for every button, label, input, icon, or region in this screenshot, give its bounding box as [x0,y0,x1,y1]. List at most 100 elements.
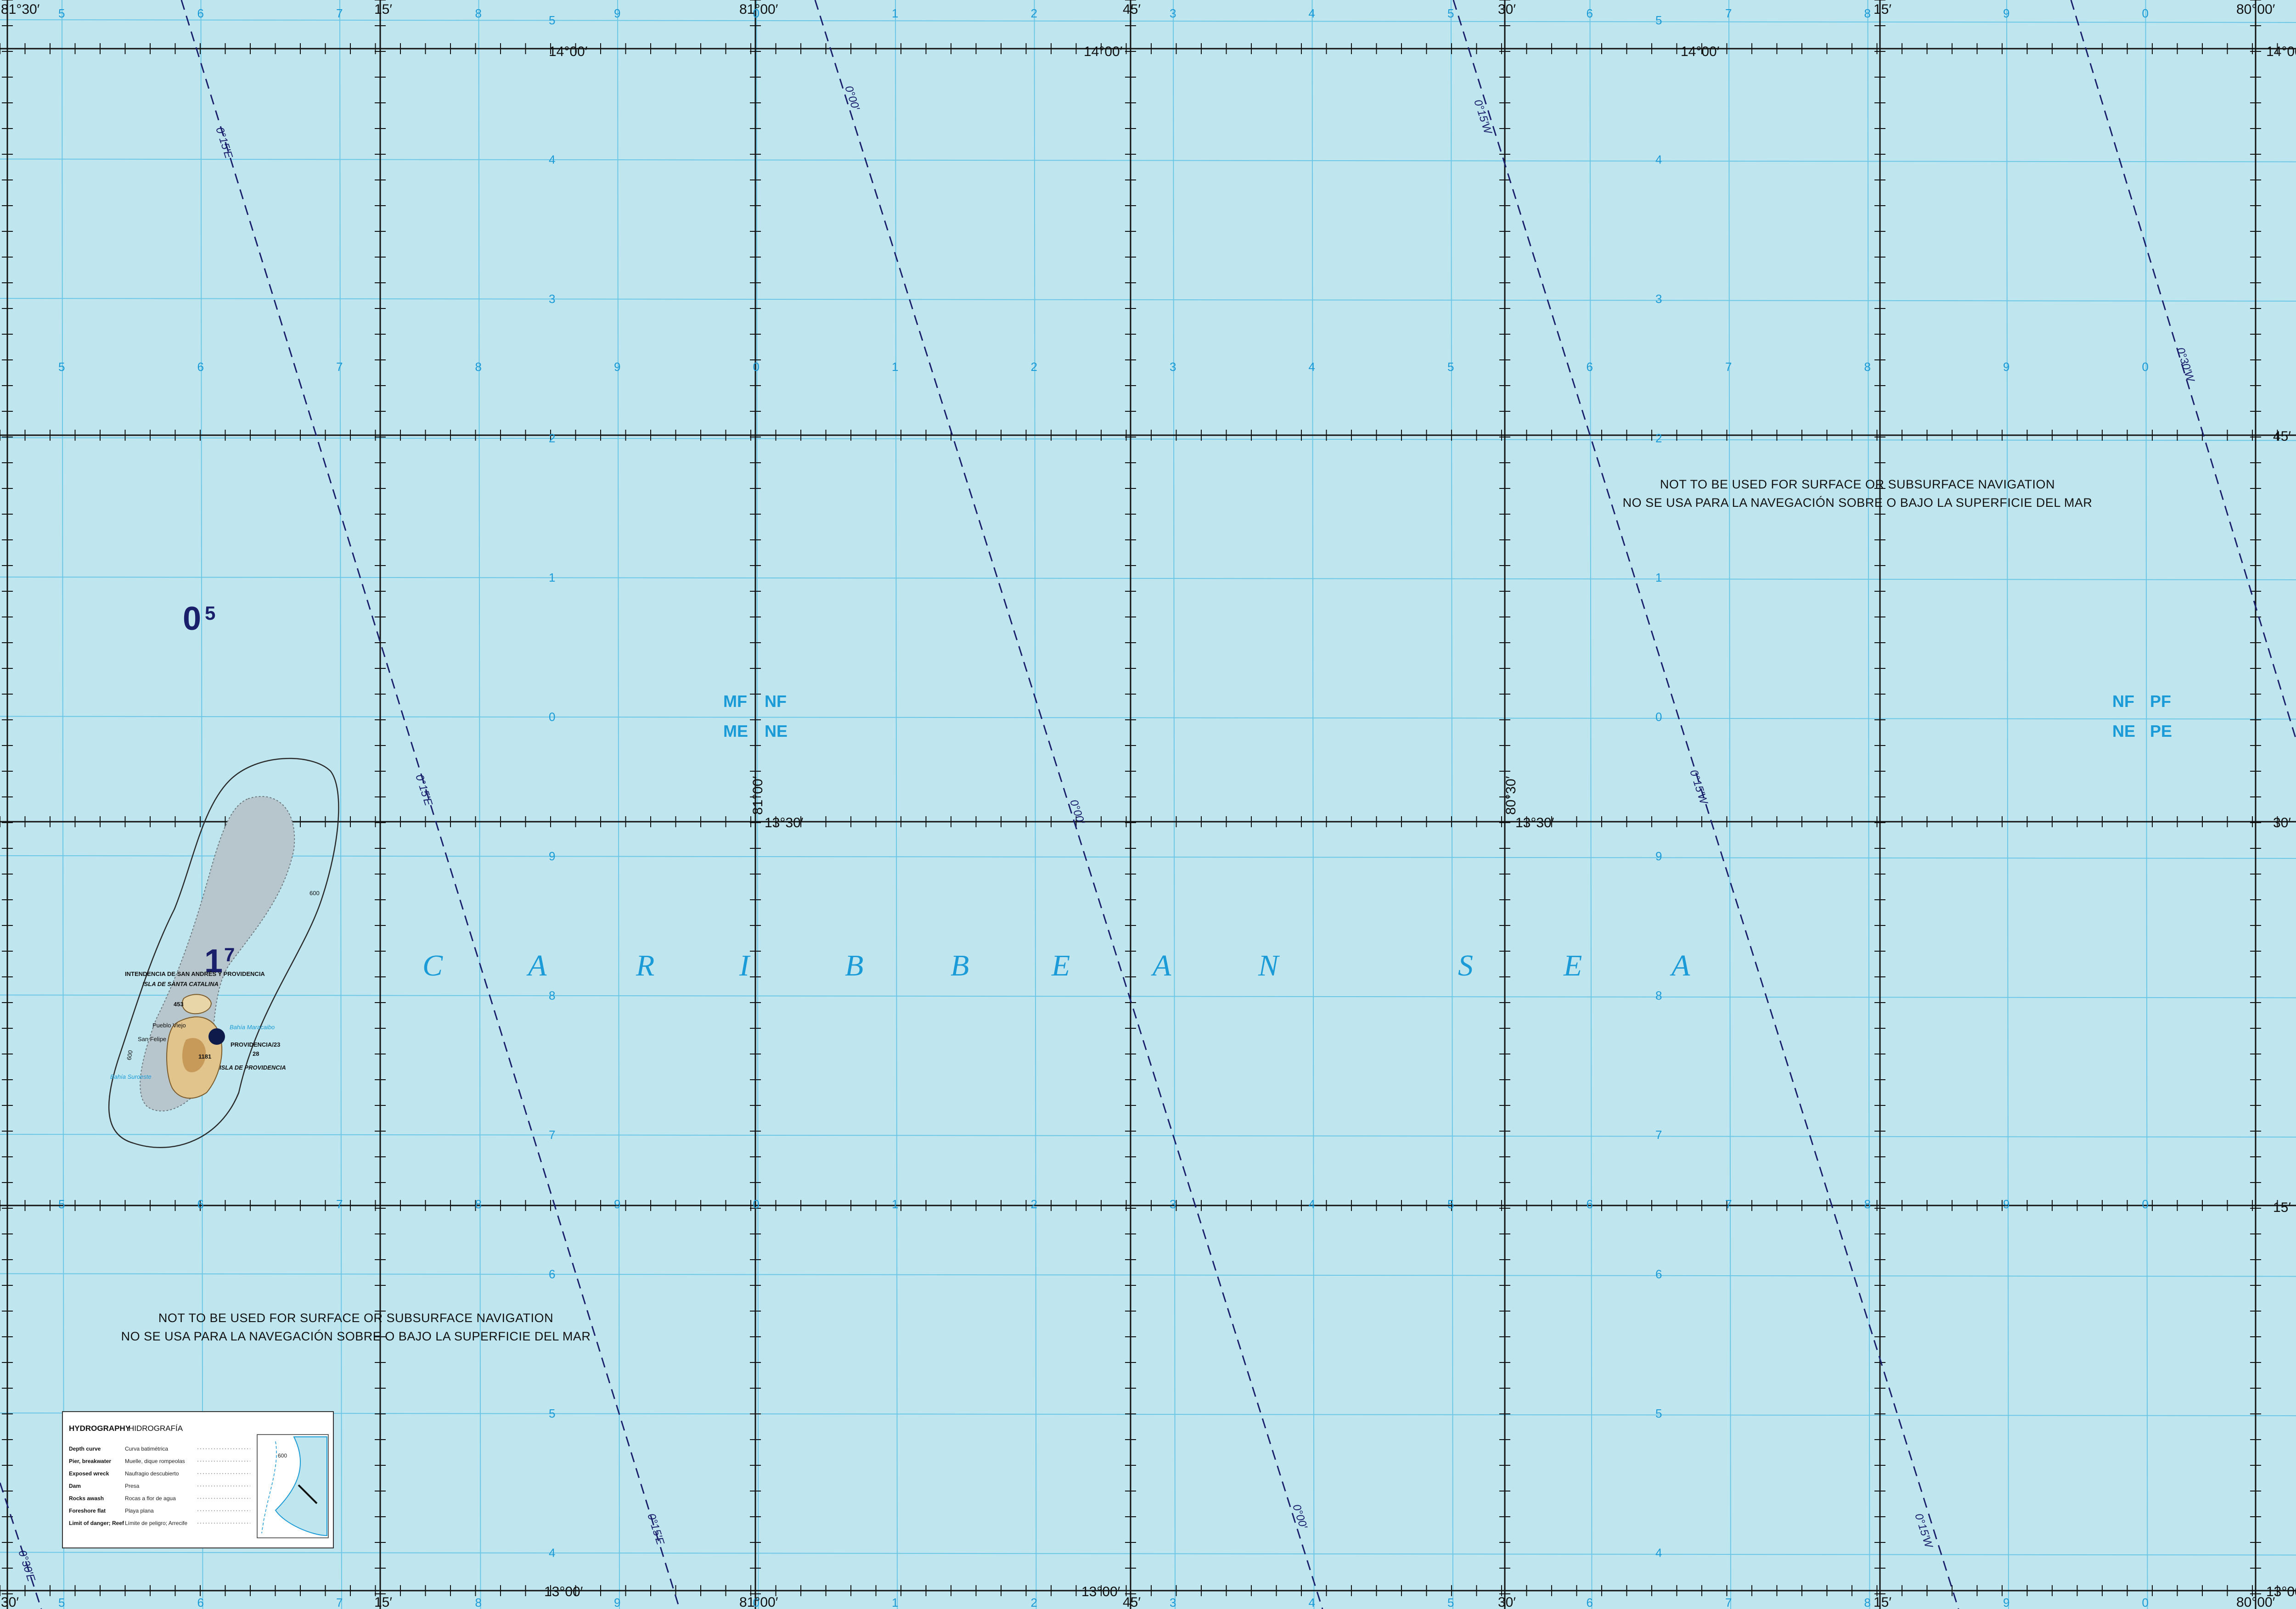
sea-letter: A [1151,949,1171,982]
utm-grid-vertical [1034,0,1037,1609]
utm-easting-label: 7 [1725,1596,1732,1609]
utm-easting-label: 7 [1725,6,1732,20]
utm-easting-label: 5 [1447,1197,1454,1211]
place-label: Pueblo Viejo [152,1022,186,1029]
depth-label: 600 [125,1050,134,1061]
legend-sample-coast [275,1436,327,1536]
utm-easting-label: 9 [614,360,620,374]
depth-contour-outer [108,757,339,1148]
utm-easting-label: 6 [197,1596,204,1609]
utm-northing-label: 7 [549,1128,555,1142]
lat-label: 30′ [2273,815,2291,830]
lon-label-vertical: 81°00′ [750,776,765,815]
lon-label-bottom: 15′ [374,1595,392,1609]
zone-id: NF [765,692,787,711]
sea-letter: S [1458,949,1473,982]
elevation-label: 28 [253,1050,259,1057]
warning-es: NO SE USA PARA LA NAVEGACIÓN SOBRE O BAJ… [121,1329,591,1343]
utm-easting-label: 6 [1587,1197,1593,1211]
lat-label: 15′ [2273,1200,2291,1215]
lon-label-top: 15′ [1874,2,1891,17]
utm-easting-label: 7 [336,1197,343,1211]
zone-number-upper: 0 5 [183,600,215,637]
utm-easting-label: 0 [753,6,760,20]
utm-northing-label: 6 [1655,1267,1662,1281]
utm-grid-horizontal [0,1552,2296,1556]
hydrography-legend: HYDROGRAPHY HIDROGRAFÍA Depth curve Curva… [62,1411,334,1548]
lat-label: 13°00′ [544,1584,583,1599]
bay-label: Bahía Maracaibo [230,1024,275,1031]
lon-label-top: 30′ [1498,2,1516,17]
legend-item-label-es: Límite de peligro; Arrecife [125,1520,187,1526]
utm-easting-label: 5 [58,1197,65,1211]
utm-easting-label: 8 [475,1197,482,1211]
utm-easting-label: 5 [1447,360,1454,374]
zone-id: PF [2150,692,2171,711]
island-zone-number-sup: 7 [224,944,235,965]
lat-label: 13°30′ [1515,815,1554,830]
latitude-labels: 14°00′ 14°00′ 14°00′ 13°30′ 13°30′ 13°00… [544,44,2296,1599]
legend-item-label-es: Naufragio descubierto [125,1470,179,1477]
lat-label: 14°00′ [2266,44,2296,59]
legend-item-label-es: Curva batimétrica [125,1446,168,1452]
utm-easting-label: 4 [1309,1197,1315,1211]
legend-title-es: HIDROGRAFÍA [129,1424,183,1433]
utm-grid-horizontal [0,158,2296,163]
utm-grid-vertical [1728,0,1731,1609]
utm-easting-label: 5 [58,360,65,374]
utm-grid-horizontal [0,577,2296,580]
utm-grid-vertical [1451,0,1453,1609]
zone-block-right: NF PF NE PE [2112,692,2172,740]
utm-grid-vertical [1867,0,1870,1609]
warning-en: NOT TO BE USED FOR SURFACE OR SUBSURFACE… [1660,477,2055,491]
utm-easting-label: 2 [1031,1596,1037,1609]
utm-grid-vertical [756,0,759,1609]
utm-grid-labels: 5 6 7 8 9 0 1 2 3 4 5 6 7 8 9 05 6 7 8 9 0 1 2 3 4 5 6 7 8 9 05 6 7 8 9 0 1 2… [58,6,2149,1609]
island-santa-catalina [181,994,212,1015]
legend-item-label-es: Playa plana [125,1508,154,1514]
legend-item-label: Pier, breakwater [69,1458,111,1464]
utm-northing-label: 8 [549,989,555,1003]
utm-easting-label: 7 [336,360,343,374]
zone-number-main: 0 [183,600,201,637]
lon-label-top: 45′ [1123,2,1141,17]
utm-grid-vertical [1589,0,1593,1609]
utm-easting-label: 9 [614,1596,620,1609]
utm-easting-label: 9 [2003,1197,2009,1211]
sea-letter: B [951,949,969,982]
island-zone-number-main: 1 [204,943,223,980]
utm-easting-label: 0 [2142,6,2149,20]
legend-sample-depth: 600 [278,1452,287,1459]
utm-easting-label: 4 [1309,6,1315,20]
utm-grid-vertical [1173,0,1176,1609]
zone-id: ME [723,722,748,740]
utm-northing-label: 5 [549,13,555,27]
utm-northing-label: 9 [549,849,555,863]
utm-grid-vertical [200,0,203,1609]
longitude-labels-top: 81°30′ 15′ 81°00′ 45′ 30′ 15′ 80°00′ [1,2,2275,17]
zone-id: NE [2112,722,2135,740]
lat-label: 45′ [2273,429,2291,444]
lon-label-top: 81°00′ [739,2,778,17]
navigation-warning-upper: NOT TO BE USED FOR SURFACE OR SUBSURFACE… [1623,477,2092,510]
utm-easting-label: 7 [1725,1197,1732,1211]
sea-name-label: C A R I B B E A N S E A [422,949,1690,982]
magnetic-variation-line [1452,0,1959,1609]
lat-label: 14°00′ [1681,44,1720,59]
utm-easting-label: 3 [1170,1596,1176,1609]
utm-grid-vertical [339,0,342,1609]
zone-id: PE [2150,722,2172,740]
utm-northing-label: 9 [1655,849,1662,863]
lat-label: 13°00′ [2266,1584,2296,1599]
utm-easting-label: 9 [614,6,620,20]
utm-easting-label: 2 [1031,1197,1037,1211]
utm-easting-label: 8 [1864,1197,1871,1211]
utm-northing-label: 3 [549,292,555,306]
isla-catalina-label: ISLA DE SANTA CATALINA [142,981,219,987]
utm-grid-horizontal [0,19,2296,23]
legend-item-label-es: Presa [125,1483,140,1489]
utm-easting-label: 6 [197,1197,204,1211]
utm-northing-label: 0 [1655,710,1662,724]
